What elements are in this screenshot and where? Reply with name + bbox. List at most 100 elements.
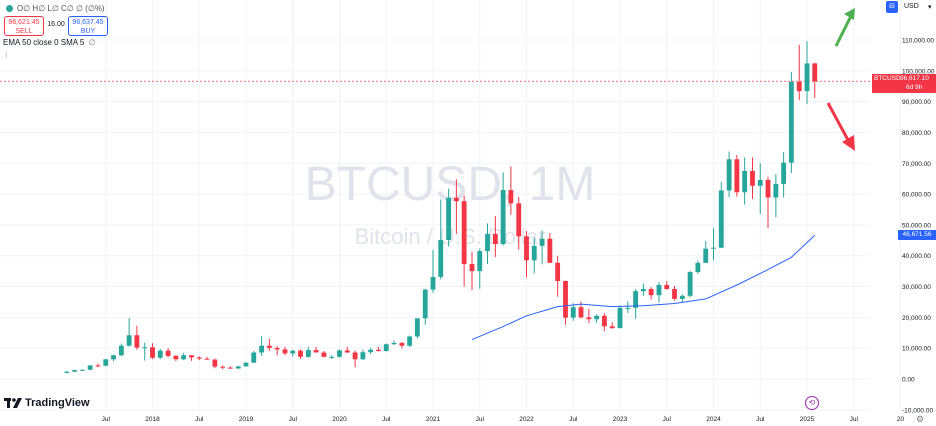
candle bbox=[64, 371, 70, 374]
candle-body bbox=[360, 352, 366, 360]
buy-button[interactable]: 96,637.45 BUY bbox=[68, 16, 108, 36]
candle bbox=[266, 338, 272, 351]
candle bbox=[485, 223, 490, 265]
candle-body bbox=[687, 272, 693, 296]
candle bbox=[399, 342, 405, 349]
y-tick-label: 20,000.00 bbox=[902, 315, 931, 322]
candle bbox=[259, 336, 265, 356]
candle-body bbox=[407, 336, 413, 346]
candle bbox=[563, 280, 568, 325]
candle-body bbox=[531, 245, 537, 261]
sell-label: SELL bbox=[15, 28, 33, 35]
replay-icon[interactable]: ⟲ bbox=[805, 396, 819, 410]
candle-body bbox=[633, 291, 639, 308]
candle-body bbox=[742, 170, 748, 193]
candle-body bbox=[718, 190, 724, 248]
candle-body bbox=[812, 63, 818, 82]
candle bbox=[524, 231, 529, 278]
candle-body bbox=[150, 347, 155, 358]
candle-body bbox=[204, 358, 210, 360]
tradingview-logo[interactable]: TradingView bbox=[4, 394, 90, 409]
candle bbox=[243, 362, 249, 367]
buy-price: 96,637.45 bbox=[72, 19, 104, 26]
candle bbox=[750, 157, 755, 200]
candle-body bbox=[695, 262, 701, 273]
candle-body bbox=[734, 159, 740, 193]
more-options-icon[interactable]: ⁝ bbox=[5, 51, 8, 60]
candle bbox=[87, 365, 93, 371]
candle-body bbox=[118, 345, 124, 356]
candle-body bbox=[508, 190, 514, 204]
candle bbox=[625, 301, 631, 314]
candle bbox=[672, 285, 677, 301]
candle bbox=[781, 152, 787, 198]
candle-body bbox=[726, 159, 732, 191]
candle bbox=[360, 349, 366, 360]
candle bbox=[220, 365, 226, 370]
ohlc-values: O∅ H∅ L∅ C∅ ∅ (∅%) bbox=[17, 4, 105, 13]
chevron-down-icon: ▾ bbox=[928, 4, 932, 11]
candle bbox=[313, 346, 319, 353]
candle-body bbox=[103, 359, 109, 366]
candle bbox=[196, 356, 202, 361]
candle bbox=[500, 172, 506, 246]
candle bbox=[150, 343, 155, 359]
candle bbox=[189, 354, 194, 361]
candle bbox=[142, 342, 148, 361]
candle bbox=[321, 350, 327, 358]
candle bbox=[181, 352, 187, 361]
x-tick-label: 2022 bbox=[519, 416, 534, 423]
candle bbox=[664, 280, 670, 290]
price-axis: 110,000.00 100,000.00 90,000.00 80,000.00 70… bbox=[902, 38, 935, 415]
candle-body bbox=[337, 350, 342, 357]
candle-body bbox=[625, 307, 631, 309]
y-tick-label: -10,000.00 bbox=[902, 407, 933, 414]
candle bbox=[601, 313, 607, 332]
candle-body bbox=[570, 307, 576, 318]
candle bbox=[555, 255, 561, 297]
candle bbox=[282, 346, 288, 356]
candle-body bbox=[438, 240, 444, 277]
candle bbox=[633, 289, 639, 319]
candle bbox=[290, 350, 296, 357]
candle-body bbox=[321, 352, 327, 357]
candle-body bbox=[648, 289, 654, 296]
x-tick-label: 2025 bbox=[800, 416, 815, 423]
candle bbox=[703, 241, 709, 264]
candle bbox=[477, 248, 483, 289]
candle bbox=[95, 363, 101, 367]
candle-body bbox=[453, 197, 459, 202]
candle bbox=[227, 366, 233, 369]
candle-body bbox=[765, 179, 771, 198]
sell-price: 96,621.45 bbox=[8, 19, 40, 26]
x-tick-label: Jul bbox=[476, 416, 485, 423]
x-tick-label: 2019 bbox=[239, 416, 254, 423]
candle bbox=[586, 308, 592, 324]
candle bbox=[79, 369, 85, 371]
candle bbox=[469, 251, 475, 291]
candle bbox=[757, 163, 763, 215]
candle-body bbox=[672, 289, 677, 299]
candle-body bbox=[477, 251, 483, 272]
candle bbox=[765, 176, 771, 228]
indicator-legend[interactable]: EMA 50 close 0 SMA 5 ∅ bbox=[3, 38, 96, 47]
ema-value-tag: 46,671.56 bbox=[898, 230, 936, 240]
candle-body bbox=[500, 190, 506, 245]
visibility-icon[interactable]: ∅ bbox=[88, 38, 96, 47]
candle-body bbox=[492, 233, 498, 245]
candle bbox=[508, 166, 514, 215]
candle-body bbox=[555, 262, 561, 281]
candle-body bbox=[656, 285, 662, 296]
candle bbox=[570, 303, 576, 321]
last-price-tag: BTCUSD96,617.10 6d 9h bbox=[872, 74, 936, 93]
candle-body bbox=[305, 350, 311, 357]
gear-icon[interactable]: ⚙ bbox=[916, 414, 925, 424]
sell-button[interactable]: 96,621.45 SELL bbox=[4, 16, 44, 36]
x-tick-label: Jul bbox=[850, 416, 859, 423]
candle-body bbox=[547, 238, 553, 263]
candle-body bbox=[243, 362, 249, 367]
currency-selector[interactable]: ⊟ USD ▾ bbox=[886, 1, 936, 15]
candle-body bbox=[594, 315, 600, 320]
candle bbox=[788, 72, 794, 174]
